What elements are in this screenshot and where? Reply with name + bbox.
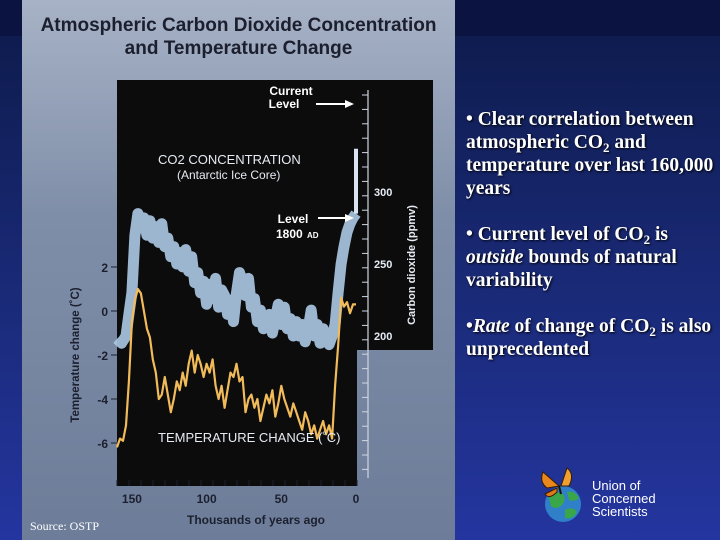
y-right-axis-label: Carbon dioxide (ppmv)	[406, 205, 418, 325]
chart-title: Atmospheric Carbon Dioxide Concentration…	[22, 14, 455, 60]
bullet-list: • Clear correlation between atmospheric …	[466, 108, 716, 384]
logo-text: Union of Concerned Scientists	[592, 479, 656, 518]
bullet-marker: •	[466, 224, 473, 245]
x-tick-label: 100	[197, 492, 217, 506]
emphasis-outside: outside	[466, 247, 524, 268]
y-left-tick-label: 2	[101, 261, 108, 275]
ucs-logo: Union of Concerned Scientists	[537, 464, 717, 528]
bullet-text-part: and temperature over last 160,000 years	[466, 132, 714, 199]
y-right-tick-label: 200	[374, 331, 392, 343]
bullet-text-part: Clear correlation between atmospheric CO	[466, 109, 694, 153]
chart-title-line-2: and Temperature Change	[124, 38, 353, 59]
x-tick-label: 0	[353, 492, 360, 506]
subscript-2: 2	[603, 140, 610, 155]
bullet-current-level: • Current level of CO2 is outside bounds…	[466, 223, 716, 292]
bullet-correlation: • Clear correlation between atmospheric …	[466, 108, 716, 200]
bullet-text-part: bounds of natural variability	[466, 247, 677, 291]
y-left-tick-label: -6	[97, 437, 108, 451]
annotation-current-line-2: Level	[269, 97, 300, 111]
y-left-tick-label: -4	[97, 393, 108, 407]
bullet-text-part: is	[650, 224, 668, 245]
bullet-marker: •	[466, 109, 473, 130]
co2-series-line	[113, 208, 361, 351]
bullet-text-part: of change of CO	[509, 316, 650, 337]
annotation-1800-arrow-head	[345, 214, 354, 222]
right-axis-panel	[357, 80, 433, 350]
temperature-series-name: TEMPERATURE CHANGE (˚C)	[158, 430, 340, 445]
annotation-current-arrow-head	[345, 100, 354, 108]
y-left-tick-label: 0	[101, 305, 108, 319]
subscript-2: 2	[649, 324, 656, 339]
annotation-current-line-1: Current	[269, 84, 312, 98]
annotation-1800-suffix: AD	[307, 231, 319, 240]
bullet-marker: •	[466, 316, 473, 337]
bullet-text-part: is also unprecedented	[466, 316, 712, 360]
y-right-tick-label: 250	[374, 259, 392, 271]
y-left-tick-label: -2	[97, 349, 108, 363]
chart-title-line-1: Atmospheric Carbon Dioxide Concentration	[40, 15, 437, 36]
annotation-1800-line-2: 1800	[276, 227, 303, 241]
x-tick-label: 150	[122, 492, 142, 506]
temperature-series-line	[115, 287, 356, 448]
x-axis-label: Thousands of years ago	[187, 513, 325, 527]
bullet-rate: •Rate of change of CO2 is also unprecede…	[466, 315, 716, 361]
logo-line-2: Concerned	[592, 491, 656, 506]
y-left-axis-label: Temperature change (˚C)	[70, 287, 82, 422]
source-note: Source: OSTP	[30, 519, 99, 533]
co2-series-subtitle: (Antarctic Ice Core)	[177, 168, 280, 182]
bullet-text-part: Current level of CO	[477, 224, 644, 245]
butterfly-globe-icon	[541, 467, 581, 522]
y-right-tick-label: 300	[374, 187, 392, 199]
logo-line-3: Scientists	[592, 504, 648, 519]
annotation-1800-line-1: Level	[278, 212, 309, 226]
co2-series-name: CO2 CONCENTRATION	[158, 152, 301, 167]
x-tick-label: 50	[275, 492, 289, 506]
subscript-2: 2	[643, 232, 651, 247]
logo-line-1: Union of	[592, 478, 641, 493]
emphasis-rate: Rate	[472, 316, 510, 337]
